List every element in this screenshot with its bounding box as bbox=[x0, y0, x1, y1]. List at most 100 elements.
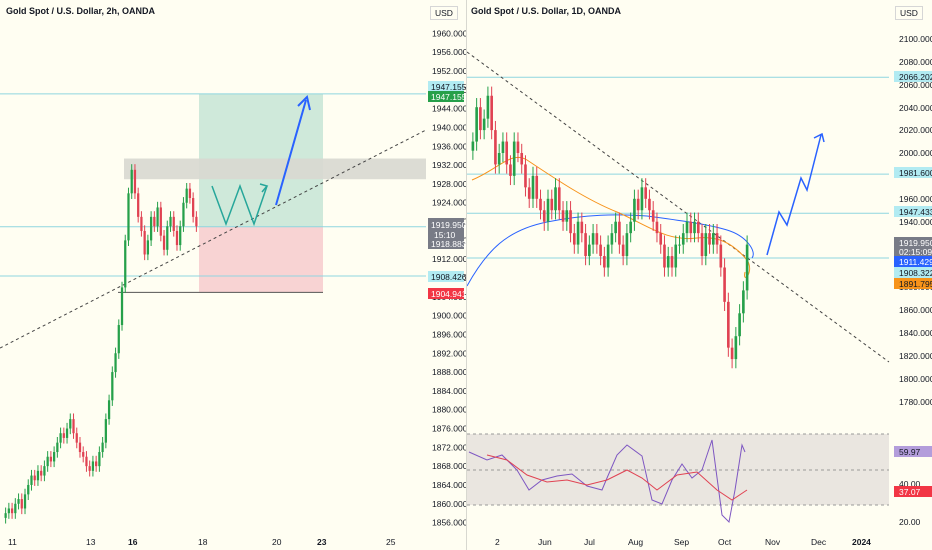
y-tick-label: 1864.000 bbox=[432, 480, 466, 490]
tag-rsi-ma-value-bg bbox=[894, 486, 932, 497]
candle-body bbox=[542, 210, 546, 222]
candle-body bbox=[681, 233, 685, 245]
left-currency-label[interactable]: USD bbox=[430, 6, 458, 20]
candle-body bbox=[23, 494, 27, 509]
candle-body bbox=[10, 508, 14, 514]
tag-support: 1908.322 bbox=[899, 268, 932, 278]
left-chart-canvas[interactable]: 1960.0001956.0001952.0001948.0001944.000… bbox=[0, 0, 466, 550]
candle-body bbox=[655, 221, 659, 234]
candle-body bbox=[46, 456, 49, 467]
tag-stop: 1904.941 bbox=[431, 289, 466, 299]
candle-body bbox=[149, 216, 153, 241]
candle-body bbox=[111, 372, 114, 401]
candle-body bbox=[644, 187, 648, 199]
candle-body bbox=[512, 141, 516, 176]
tag-target-1-bg bbox=[428, 81, 464, 92]
candle-body bbox=[120, 287, 124, 326]
candle-body bbox=[140, 216, 143, 231]
candle-body bbox=[648, 198, 651, 211]
y-tick-label: 1800.000 bbox=[899, 374, 932, 384]
y-tick-label: 1940.000 bbox=[899, 217, 932, 227]
x-tick-label: 11 bbox=[8, 537, 17, 547]
candle-body bbox=[663, 244, 666, 268]
candle-body bbox=[192, 198, 195, 217]
candle-body bbox=[49, 456, 53, 462]
y-tick-label: 1940.000 bbox=[432, 122, 466, 132]
candle-body bbox=[20, 499, 23, 509]
zigzag-arrowhead bbox=[259, 183, 269, 193]
projection-zigzag bbox=[211, 183, 268, 227]
candle-body bbox=[719, 244, 723, 268]
downtrend-line bbox=[467, 51, 890, 363]
candle-body bbox=[43, 466, 46, 476]
candle-body bbox=[137, 193, 140, 217]
candle-body bbox=[550, 198, 554, 211]
candle-body bbox=[69, 419, 72, 429]
candle-body bbox=[30, 475, 33, 485]
left-chart-title: Gold Spot / U.S. Dollar, 2h, OANDA bbox=[6, 6, 156, 16]
right-chart-pane[interactable]: 2100.000 2080.000 2060.000 2040.000 2020.000… bbox=[467, 0, 932, 550]
tag-ma-orange: 1891.795 bbox=[899, 279, 932, 289]
x-tick-label: Dec bbox=[811, 537, 827, 547]
x-tick-label: 13 bbox=[86, 537, 96, 547]
projection-arrow bbox=[275, 99, 307, 206]
candle-body bbox=[659, 233, 663, 245]
candle-body bbox=[188, 188, 192, 199]
tag-price: 1919.950 bbox=[431, 220, 466, 230]
right-currency-label[interactable]: USD bbox=[895, 6, 923, 20]
y-tick-label: 2000.000 bbox=[899, 148, 932, 158]
candle-body bbox=[486, 95, 490, 119]
candle-body bbox=[670, 256, 674, 268]
left-chart-pane[interactable]: 1960.0001956.0001952.0001948.0001944.000… bbox=[0, 0, 467, 550]
candle-body bbox=[674, 244, 678, 268]
y-tick-label: 1900.000 bbox=[432, 311, 466, 321]
y-tick-label: 1876.000 bbox=[432, 424, 466, 434]
y-tick-label: 2060.000 bbox=[899, 80, 932, 90]
candle-body bbox=[59, 433, 62, 443]
x-tick-label: 18 bbox=[198, 537, 208, 547]
y-tick-label: 1892.000 bbox=[432, 348, 466, 358]
candle-body bbox=[614, 221, 617, 234]
candle-body bbox=[52, 452, 56, 462]
tag-resistance-mid-bg bbox=[894, 167, 932, 178]
candle-body bbox=[85, 456, 88, 467]
x-tick-label: Jun bbox=[538, 537, 552, 547]
candle-body bbox=[572, 233, 576, 245]
tag-support-bg bbox=[894, 267, 932, 278]
candle-body bbox=[651, 210, 655, 222]
x-tick-label: Oct bbox=[718, 537, 732, 547]
rsi-tick-label: 40.00 bbox=[899, 479, 921, 489]
y-tick-label: 1936.000 bbox=[432, 141, 466, 151]
y-tick-label: 1960.000 bbox=[899, 194, 932, 204]
candle-body bbox=[130, 169, 133, 194]
candle-body bbox=[700, 233, 704, 257]
tag-ma-blue-bg bbox=[894, 256, 932, 267]
candle-body bbox=[114, 353, 117, 373]
right-chart-canvas[interactable]: 2100.000 2080.000 2060.000 2040.000 2020.000… bbox=[467, 0, 932, 550]
candle-body bbox=[501, 141, 505, 153]
candle-body bbox=[584, 233, 587, 257]
candle-body bbox=[33, 475, 36, 481]
candle-body bbox=[91, 461, 95, 471]
y-tick-label: 1952.000 bbox=[432, 66, 466, 76]
candle-body bbox=[708, 233, 711, 245]
candle-body bbox=[497, 153, 501, 165]
tag-rsi-value-bg bbox=[894, 446, 932, 457]
candle-body bbox=[640, 187, 644, 211]
tag-countdown: 15:10 bbox=[434, 230, 456, 240]
candle-body bbox=[98, 452, 101, 467]
y-tick-label: 1896.000 bbox=[432, 329, 466, 339]
candle-body bbox=[490, 95, 493, 131]
candle-body bbox=[554, 187, 557, 211]
y-tick-label: 1932.000 bbox=[432, 160, 466, 170]
candle-body bbox=[565, 210, 569, 222]
candle-body bbox=[146, 240, 150, 255]
candle-body bbox=[606, 244, 610, 268]
candle-body bbox=[159, 207, 162, 236]
candle-body bbox=[576, 221, 580, 245]
tag-ma-blue: 1911.429 bbox=[899, 257, 932, 267]
candle-body bbox=[56, 442, 59, 453]
candle-body bbox=[479, 107, 482, 131]
candle-body bbox=[696, 221, 700, 234]
tag-price: 1919.950 bbox=[899, 238, 932, 248]
